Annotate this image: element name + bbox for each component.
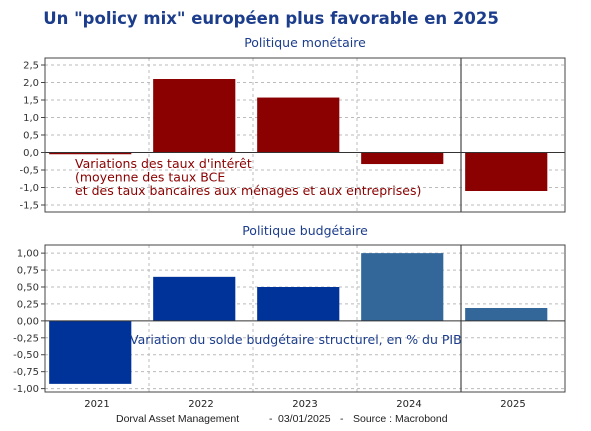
y-tick-label: 0,75 xyxy=(17,266,39,277)
y-tick-label: 0,50 xyxy=(17,283,39,294)
source-author: Dorval Asset Management xyxy=(116,413,239,425)
x-tick-label: 2022 xyxy=(188,399,213,410)
panel-title: Politique monétaire xyxy=(244,35,366,50)
source-date: 03/01/2025 xyxy=(278,413,331,425)
x-tick-label: 2021 xyxy=(84,399,109,410)
bar-2024 xyxy=(361,253,444,321)
y-tick-label: 0,0 xyxy=(23,148,39,159)
annotation-line: et des taux bancaires aux ménages et aux… xyxy=(75,183,421,198)
y-tick-label: 0,5 xyxy=(23,131,39,142)
y-tick-label: -1,0 xyxy=(19,183,39,194)
annotation-line: (moyenne des taux BCE xyxy=(75,170,225,185)
y-tick-label: -0,5 xyxy=(19,166,39,177)
y-tick-label: 0,25 xyxy=(17,299,39,310)
source-separator: - xyxy=(269,413,273,425)
bar-2021 xyxy=(49,320,132,384)
panel-title: Politique budgétaire xyxy=(242,223,368,238)
y-tick-label: -0,25 xyxy=(13,333,39,344)
bar-2021 xyxy=(49,152,132,155)
source-separator: - xyxy=(340,413,344,425)
y-tick-label: 2,5 xyxy=(23,61,39,72)
y-tick-label: -0,75 xyxy=(13,367,39,378)
annotation-line: Variation du solde budgétaire structurel… xyxy=(130,332,462,347)
y-tick-label: 1,5 xyxy=(23,96,39,107)
bar-2022 xyxy=(153,79,236,153)
y-tick-label: -1,00 xyxy=(13,384,39,395)
chart-title: Un "policy mix" européen plus favorable … xyxy=(43,9,499,28)
bar-2025 xyxy=(465,308,548,321)
annotation-line: Variations des taux d'intérêt xyxy=(75,156,252,171)
plot-frame xyxy=(44,57,566,213)
y-tick-label: 1,00 xyxy=(17,249,39,260)
y-tick-label: 0,00 xyxy=(17,316,39,327)
source-line: Dorval Asset Management - 03/01/2025 - S… xyxy=(116,413,448,425)
y-tick-label: 2,0 xyxy=(23,78,39,89)
source-name: Source : Macrobond xyxy=(353,413,448,425)
bar-2024 xyxy=(361,152,444,165)
bar-2023 xyxy=(257,287,340,321)
bar-2022 xyxy=(153,276,236,321)
bar-2025 xyxy=(465,152,548,191)
y-tick-label: -0,50 xyxy=(13,350,39,361)
budget-policy-panel: Politique budgétaire 1,00 0,75 0,50 0,25 0,00… xyxy=(13,223,566,410)
y-tick-label: -1,5 xyxy=(19,201,39,212)
monetary-policy-panel: Politique monétaire 2,5 2,0 1,5 1,0 0,5 0,0 -0,… xyxy=(19,35,566,213)
x-tick-label: 2025 xyxy=(500,399,525,410)
bar-2023 xyxy=(257,97,340,153)
plot-frame xyxy=(44,244,566,393)
x-tick-label: 2023 xyxy=(292,399,317,410)
x-tick-label: 2024 xyxy=(396,399,421,410)
y-tick-label: 1,0 xyxy=(23,113,39,124)
